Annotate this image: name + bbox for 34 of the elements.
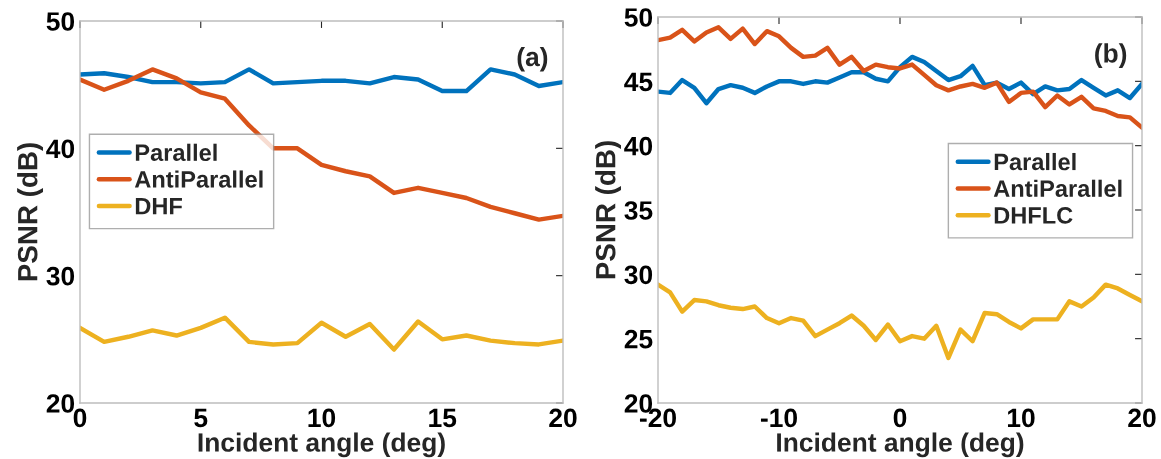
legend-label: Parallel [994,152,1076,171]
y-axis-title: PSNR (dB) [17,143,44,281]
legend-label: AntiParallel [993,179,1122,198]
legend-label: AntiParallel [134,170,263,188]
y-tick-label: 25 [624,329,653,349]
annotation: (b) [1095,43,1127,68]
x-tick-label: 15 [429,408,457,428]
y-tick-label: 50 [624,8,653,27]
x-tick-label: 20 [549,408,577,428]
x-tick-label: 10 [308,408,336,428]
x-tick-label: 0 [73,408,87,428]
y-tick-label: 45 [624,72,653,92]
line-series [658,282,1142,361]
x-tick-label: 0 [893,408,907,428]
x-axis-title: Incident angle (deg) [198,432,445,458]
legend-label: Parallel [135,143,217,162]
y-tick-label: 30 [624,265,653,285]
y-tick-label: 30 [46,266,75,286]
legend-label: DHF [135,198,182,215]
legend-label: DHFLC [994,207,1073,224]
y-tick-label: 20 [46,394,75,413]
x-tick-label: 10 [1007,408,1035,428]
x-tick-label: 20 [1128,408,1156,428]
annotation: (a) [517,46,548,72]
x-tick-label: 5 [194,408,208,428]
x-axis-title: Incident angle (deg) [777,432,1024,458]
line-series [658,25,1142,130]
y-axis-title: PSNR (dB) [595,141,622,279]
x-tick-label: -10 [760,408,797,428]
y-tick-label: 35 [624,201,653,220]
y-tick-label: 50 [46,12,75,31]
line-series [80,315,563,352]
y-tick-label: 40 [624,136,653,156]
y-tick-label: 40 [46,139,75,159]
